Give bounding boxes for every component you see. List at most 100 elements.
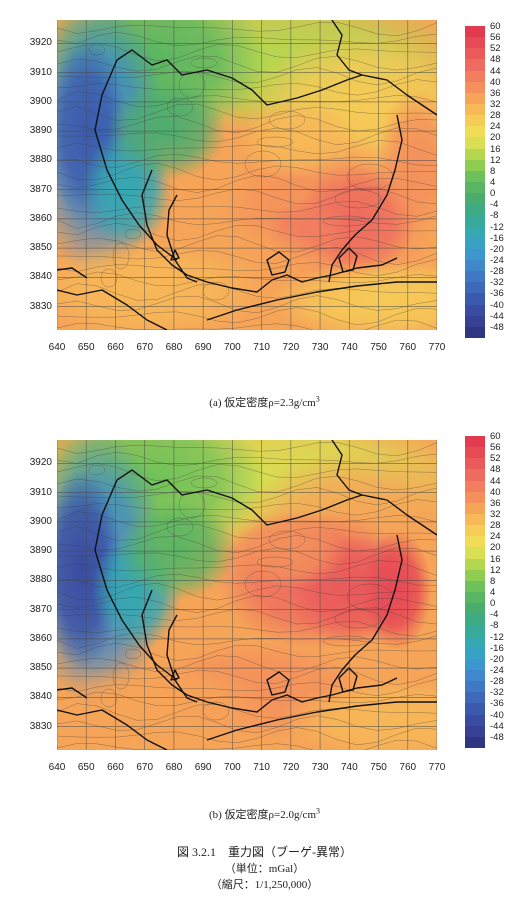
x-tick-label: 740	[340, 342, 358, 353]
caption-text-b: 仮定密度ρ=2.0g/cm	[224, 809, 316, 821]
colorbar-swatch	[465, 625, 485, 638]
x-tick-label: 760	[399, 342, 417, 353]
colorbar-label: 48	[490, 464, 501, 476]
colorbar-swatch	[465, 603, 485, 615]
colorbar-label: 0	[490, 598, 496, 610]
x-tick-label: 770	[428, 342, 446, 353]
colorbar-swatch	[465, 326, 485, 339]
colorbar-swatch	[465, 315, 485, 328]
colorbar-swatch	[465, 580, 485, 593]
y-tick-label: 3860	[29, 632, 52, 644]
colorbar-swatch	[465, 525, 485, 537]
colorbar-label: -12	[490, 631, 504, 643]
y-tick-label: 3840	[29, 691, 52, 703]
colorbar-swatch	[465, 547, 485, 560]
x-tick-label: 740	[340, 762, 358, 773]
x-tick-label: 670	[136, 342, 154, 353]
x-tick-label: 680	[165, 762, 183, 773]
colorbar-label: -20	[490, 653, 504, 665]
colorbar-swatch	[465, 491, 485, 504]
colorbar-swatch	[465, 26, 485, 38]
colorbar-swatch	[465, 681, 485, 693]
colorbar-swatch	[465, 81, 485, 94]
caption-label-b: (b)	[208, 809, 222, 821]
caption-a: (a) 仮定密度ρ=2.3g/cm3	[0, 394, 529, 410]
colorbar-swatch	[465, 271, 485, 283]
colorbar-swatch	[465, 170, 485, 183]
y-tick-label: 3830	[29, 720, 52, 732]
colorbar-label: 4	[490, 177, 496, 188]
colorbar-label: -4	[490, 199, 499, 211]
colorbar-swatch	[465, 159, 485, 172]
colorbar-label: -32	[490, 277, 504, 289]
colorbar-swatch	[465, 558, 485, 571]
colorbar-swatch	[465, 193, 485, 205]
colorbar-label: -28	[490, 676, 504, 688]
colorbar-swatch	[465, 215, 485, 228]
colorbar-label: 60	[490, 431, 501, 442]
caption-b: (b) 仮定密度ρ=2.0g/cm3	[0, 806, 529, 822]
x-tick-label: 730	[311, 342, 329, 353]
x-tick-label: 650	[77, 342, 95, 353]
colorbar-label: -36	[490, 288, 504, 300]
colorbar-label: -4	[490, 609, 499, 621]
colorbar-swatch	[465, 237, 485, 250]
x-tick-label: 720	[282, 762, 300, 773]
colorbar-swatch	[465, 37, 485, 49]
colorbar-b	[465, 436, 485, 749]
colorbar-swatch	[465, 204, 485, 216]
y-tick-label: 3880	[29, 154, 52, 166]
colorbar-swatch	[465, 436, 485, 448]
colorbar-label: 28	[490, 520, 501, 532]
x-tick-label: 710	[253, 762, 270, 773]
colorbar-swatch	[465, 182, 485, 194]
y-tick-label: 3920	[29, 37, 52, 49]
colorbar-swatch	[465, 647, 485, 660]
colorbar-label: 8	[490, 165, 496, 177]
y-tick-label: 3900	[29, 95, 52, 107]
colorbar-swatch	[465, 614, 485, 626]
anomaly-field	[362, 530, 432, 650]
colorbar-swatch	[465, 137, 485, 150]
colorbar-swatch	[465, 536, 485, 548]
colorbar-swatch	[465, 248, 485, 261]
colorbar-swatch	[465, 514, 485, 526]
coastline-boundaries	[57, 440, 437, 750]
y-tick-label: 3890	[29, 545, 52, 557]
figure-scale: （縮尺：1/1,250,000）	[210, 879, 319, 891]
colorbar-label: 36	[490, 87, 501, 99]
colorbar-label: 36	[490, 497, 501, 509]
colorbar-swatch	[465, 692, 485, 704]
colorbar-label: -48	[490, 731, 504, 743]
x-tick-label: 770	[428, 762, 446, 773]
colorbar-label: 24	[490, 121, 501, 133]
colorbar-label: -8	[490, 620, 499, 632]
colorbar-swatch	[465, 480, 485, 493]
y-tick-label: 3850	[29, 242, 52, 254]
colorbar-label: -16	[490, 232, 504, 244]
colorbar-label: 16	[490, 143, 501, 155]
colorbar-swatch	[465, 226, 485, 239]
colorbar-swatch	[465, 115, 485, 127]
map-svg-a	[57, 20, 437, 330]
colorbar-label: 8	[490, 575, 496, 587]
y-tick-label: 3920	[29, 457, 52, 469]
y-tick-label: 3870	[29, 603, 52, 615]
colorbar-label: -16	[490, 642, 504, 654]
colorbar-label: -40	[490, 299, 504, 311]
colorbar-swatch	[465, 59, 485, 72]
colorbar-label: 20	[490, 132, 501, 144]
map-grid	[57, 20, 437, 330]
y-tick-label: 3900	[29, 515, 52, 527]
caption-label-a: (a)	[209, 397, 222, 409]
colorbar-label: 56	[490, 442, 501, 454]
colorbar-label: -8	[490, 210, 499, 222]
x-tick-label: 690	[194, 762, 212, 773]
colorbar-swatch	[465, 725, 485, 738]
gravity-map-b[interactable]	[57, 440, 437, 750]
colorbar-swatch	[465, 104, 485, 116]
colorbar-label: 28	[490, 110, 501, 122]
coastline-boundaries	[57, 20, 437, 330]
gravity-map-a[interactable]	[57, 20, 437, 330]
x-tick-label: 720	[282, 342, 300, 353]
